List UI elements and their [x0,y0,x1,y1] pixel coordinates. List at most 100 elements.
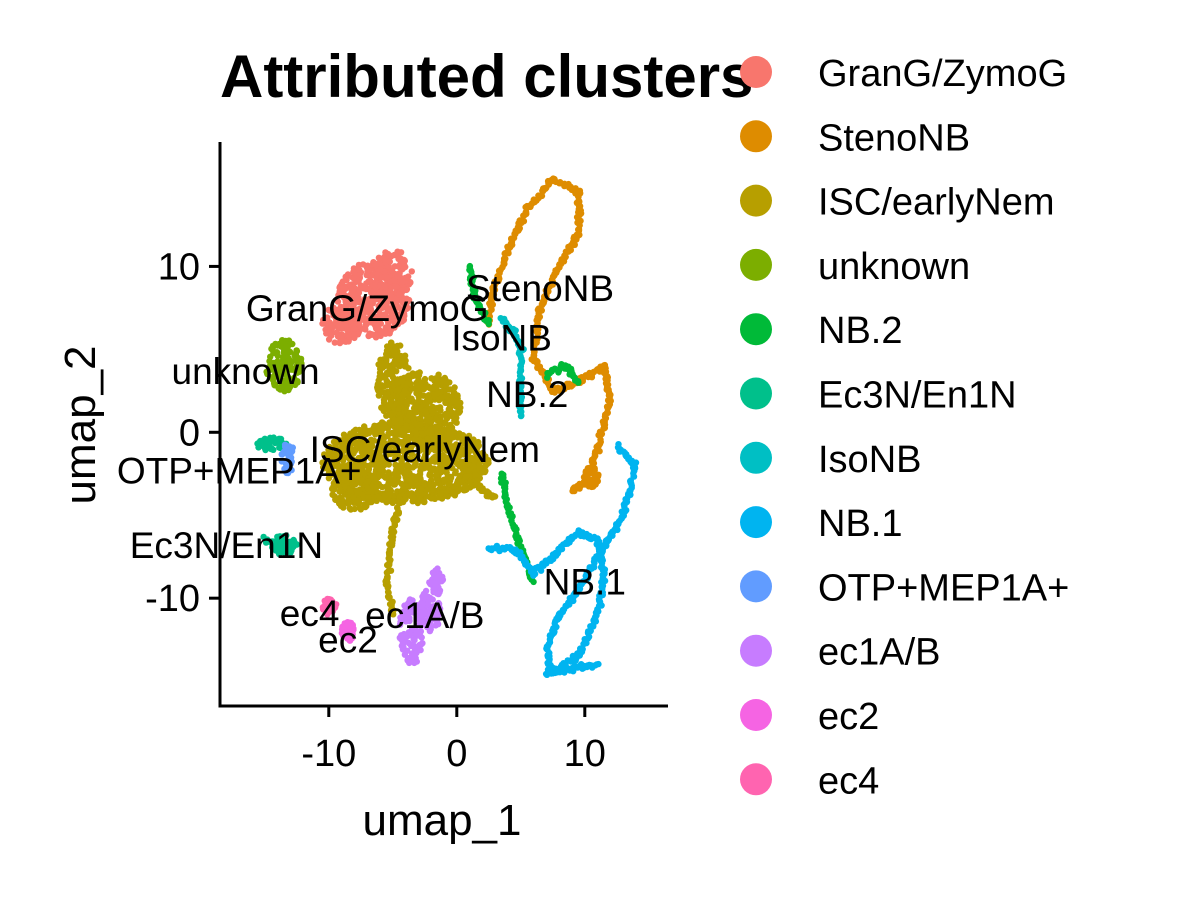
data-point [395,303,402,311]
cluster-points [319,339,499,618]
data-point [475,438,482,446]
data-point [331,310,338,317]
data-point [385,430,392,437]
y-tick-label: 10 [158,246,200,288]
data-point [330,304,337,311]
data-point [451,384,458,391]
data-point [391,350,398,357]
data-point [343,311,350,318]
data-point [534,358,541,365]
data-point [472,471,479,478]
data-point [411,435,418,443]
data-point [390,611,397,618]
data-point [408,451,415,458]
legend-key [740,377,772,410]
data-point [383,347,391,354]
data-point [354,295,361,303]
data-point [402,433,410,441]
data-point [408,268,415,275]
data-point [351,269,358,276]
data-point [379,301,387,308]
y-tick-label: 0 [179,412,200,454]
data-point [338,322,345,329]
cluster-points [485,441,640,678]
data-point [385,461,392,468]
data-point [420,455,428,462]
data-point [341,454,348,461]
data-point [434,428,441,435]
data-point [424,435,431,443]
cluster-points [263,337,305,395]
data-point [398,309,405,317]
data-point [378,483,386,491]
data-point [381,282,388,289]
data-point [395,386,402,393]
data-point [364,315,372,322]
data-point [272,340,279,348]
data-point [414,473,421,480]
data-point [286,348,294,356]
data-point [377,389,384,397]
data-point [432,583,439,590]
data-point [358,477,365,484]
data-point [372,325,380,332]
data-point [386,306,393,313]
data-point [325,470,333,477]
data-point [417,464,424,471]
data-point [399,447,406,455]
data-point [392,469,400,476]
data-point [398,439,405,446]
data-point [416,642,423,650]
data-point [396,291,403,298]
data-point [367,452,375,459]
data-point [456,408,464,415]
data-point [343,276,350,284]
data-point [491,493,499,500]
legend-label: StenoNB [818,117,970,159]
legend-key [740,506,772,539]
data-point [332,439,339,446]
data-point [380,406,388,413]
data-point [442,399,449,406]
data-point [421,498,428,506]
data-point [502,255,509,262]
data-point [361,438,368,445]
data-point [367,296,374,303]
legend-label: OTP+MEP1A+ [818,567,1069,609]
legend-label: ec1A/B [818,632,941,674]
data-point [325,306,332,314]
data-point [336,488,344,495]
data-point [404,461,411,469]
points-layer [254,175,640,678]
data-point [533,329,541,336]
data-point [465,447,472,455]
data-point [397,399,404,406]
data-point [377,447,384,454]
data-point [426,463,433,470]
data-point [443,492,451,499]
data-point [422,407,429,414]
legend-label: unknown [818,246,970,288]
data-point [372,261,380,269]
data-point [401,387,408,394]
data-point [328,485,336,493]
data-point [438,467,445,475]
x-tick-label: 10 [564,733,606,775]
data-point [386,419,393,426]
data-point [326,330,333,338]
data-point [414,370,421,377]
data-point [594,473,602,480]
data-point [396,319,403,326]
data-point [479,449,487,457]
data-point [403,476,410,484]
legend-label: ec2 [818,696,879,738]
data-point [342,294,350,301]
cluster-label: ec1A/B [365,595,484,636]
data-point [452,453,459,461]
data-point [395,262,402,270]
data-point [383,357,390,365]
data-point [446,404,454,412]
data-point [365,494,372,501]
data-point [430,481,438,488]
